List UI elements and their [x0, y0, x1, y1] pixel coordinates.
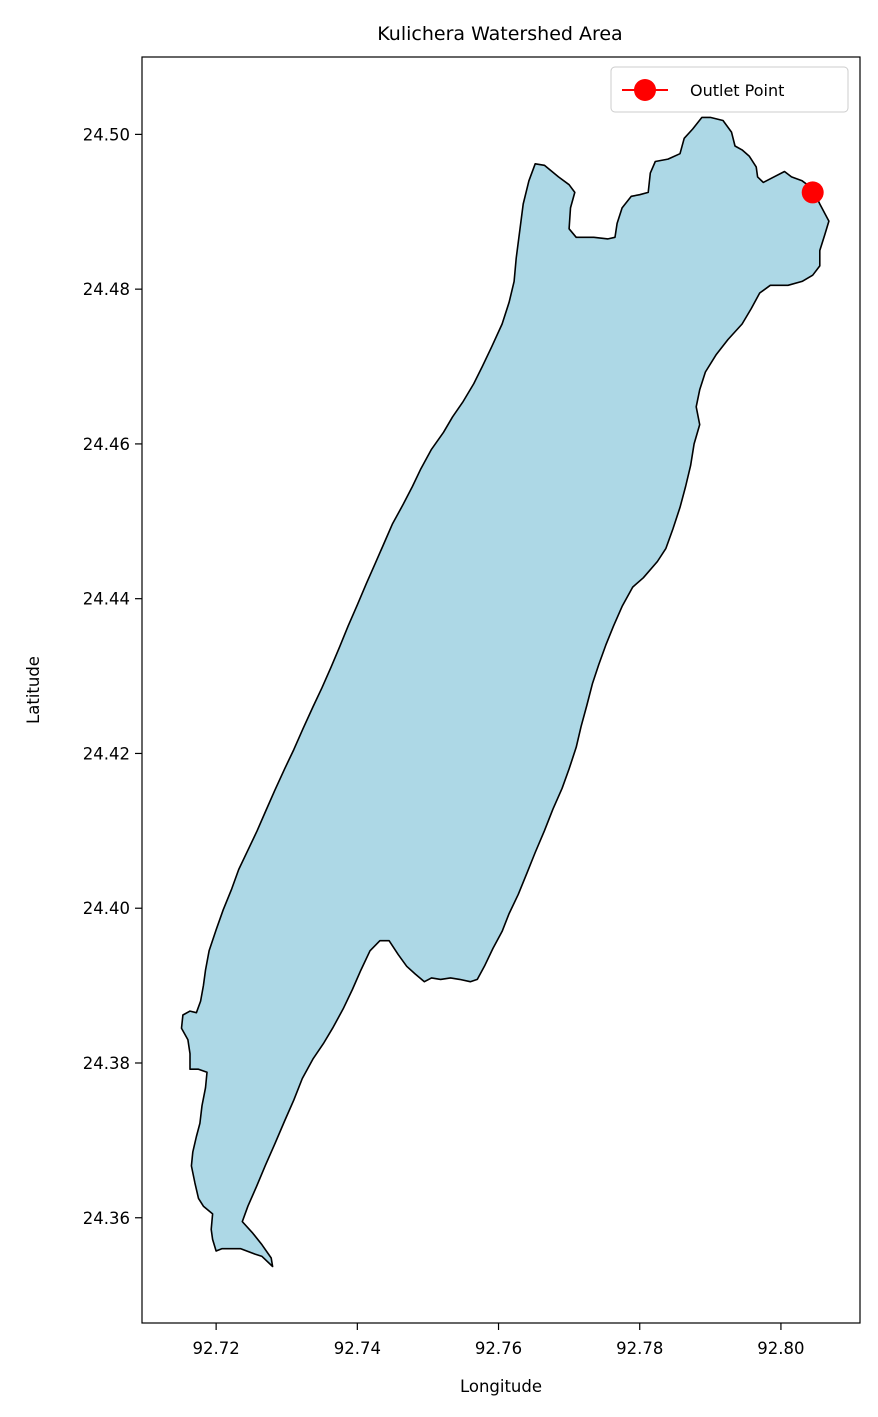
x-tick-label: 92.80: [757, 1339, 804, 1358]
legend: Outlet Point: [610, 66, 849, 113]
chart-title: Kulichera Watershed Area: [377, 23, 622, 45]
x-tick-label: 92.72: [193, 1339, 240, 1358]
y-axis-label: Latitude: [24, 656, 43, 724]
outlet-point-marker: [801, 181, 824, 204]
x-tick-label: 92.78: [616, 1339, 663, 1358]
y-tick-label: 24.46: [83, 435, 130, 454]
x-tick-label: 92.76: [475, 1339, 522, 1358]
y-tick-label: 24.36: [83, 1209, 130, 1228]
y-tick-label: 24.50: [83, 125, 130, 144]
y-tick-label: 24.42: [83, 744, 130, 763]
axes-frame: [141, 56, 861, 1324]
x-tick-label: 92.74: [334, 1339, 381, 1358]
y-tick-label: 24.40: [83, 899, 130, 918]
watershed-polygon: [180, 116, 830, 1268]
y-axis-ticks: 24.36 24.38 24.40 24.42 24.44 24.46 24.48 24.50: [83, 125, 142, 1228]
x-axis-ticks: 92.72 92.74 92.76 92.78 92.80: [193, 1323, 805, 1358]
x-axis-label: Longitude: [460, 1377, 542, 1396]
y-tick-label: 24.38: [83, 1054, 130, 1073]
plot-area: [180, 116, 830, 1268]
legend-box: [610, 66, 849, 113]
legend-marker: [634, 79, 656, 101]
y-tick-label: 24.44: [83, 590, 130, 609]
legend-label-outlet-point: Outlet Point: [690, 81, 784, 100]
y-tick-label: 24.48: [83, 280, 130, 299]
